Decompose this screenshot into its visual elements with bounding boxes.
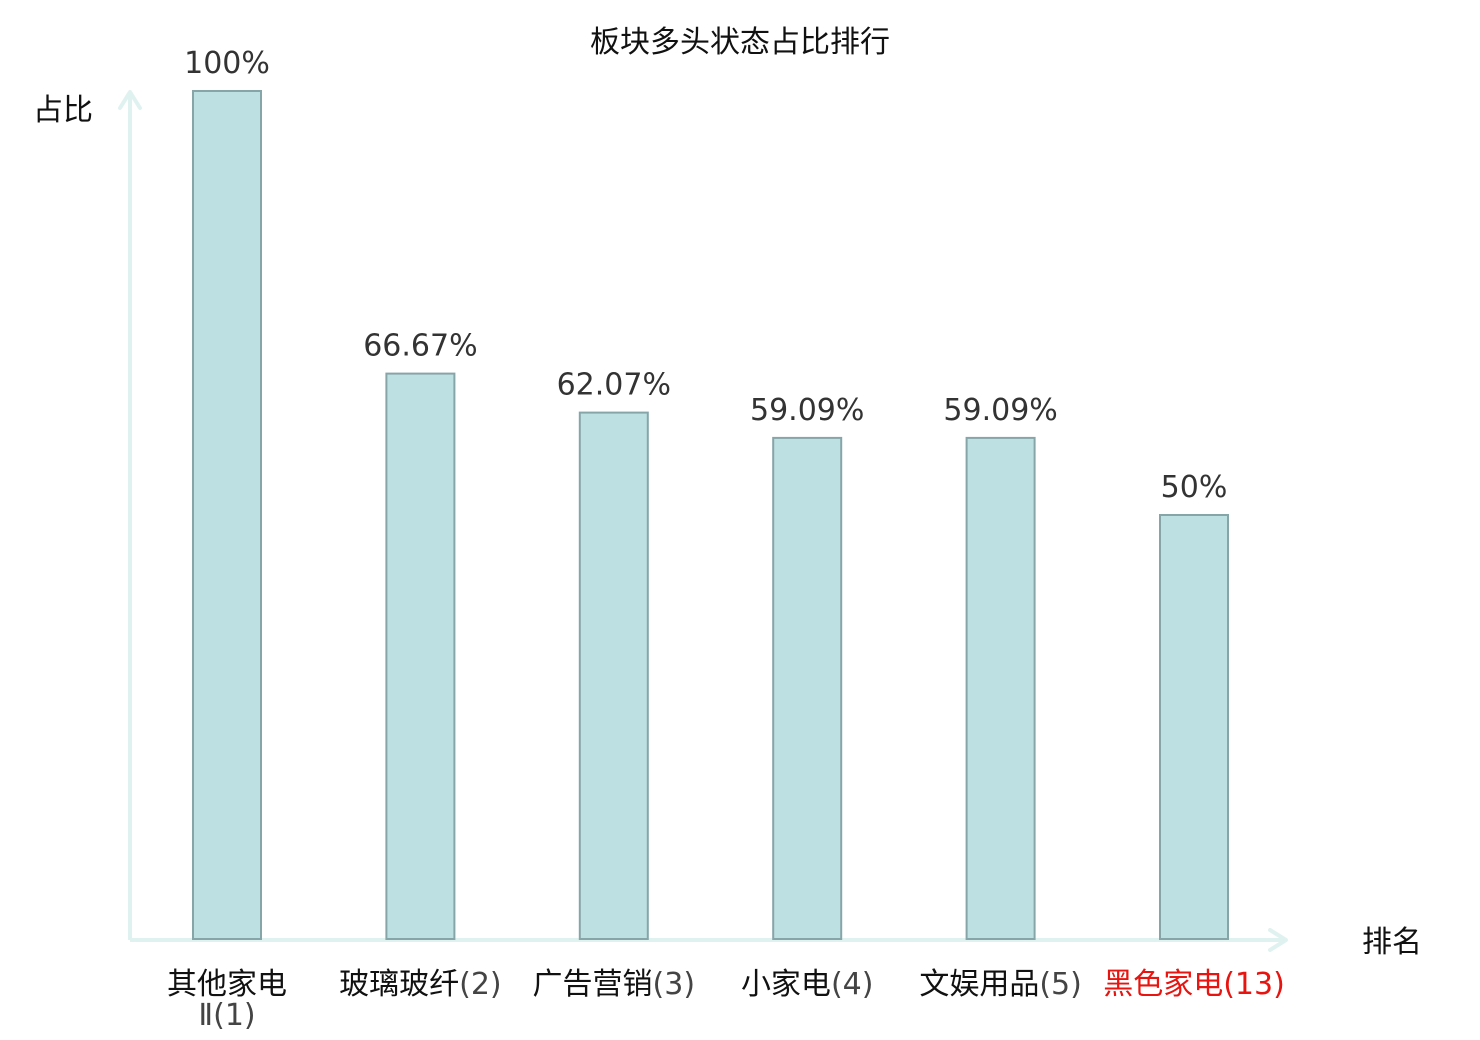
category-name: 文娱用品: [919, 967, 1039, 1002]
bar: [192, 90, 262, 940]
category-label: 其他家电: [167, 967, 287, 1002]
bar: [385, 372, 456, 941]
value-label: 59.09%: [750, 393, 864, 428]
category-rank: (4): [831, 967, 874, 1002]
value-label: 100%: [184, 46, 270, 81]
category-name: 玻璃玻纤: [339, 967, 459, 1002]
y-axis-label: 占比: [33, 93, 93, 128]
category-rank: (2): [459, 967, 502, 1002]
category-label: 文娱用品(5): [919, 967, 1082, 1002]
bar: [1159, 514, 1229, 940]
bar: [578, 411, 649, 941]
category-rank: Ⅱ(1): [198, 998, 255, 1033]
category-label: 玻璃玻纤(2): [339, 967, 502, 1002]
value-label: 66.67%: [363, 329, 477, 364]
axes: [118, 90, 1288, 952]
bar: [772, 436, 843, 940]
value-label: 62.07%: [557, 368, 671, 403]
category-label: 广告营销(3): [533, 967, 696, 1002]
y-axis-arrow: [118, 90, 142, 110]
category-name: 黑色家电: [1103, 967, 1223, 1002]
bars-group: [192, 90, 1229, 941]
category-rank: (5): [1039, 967, 1082, 1002]
value-label: 50%: [1161, 470, 1228, 505]
category-rank: (3): [653, 967, 696, 1002]
value-labels-group: 100% 66.67% 62.07% 59.09% 59.09% 50%: [184, 46, 1227, 505]
category-label: 黑色家电(13): [1103, 967, 1285, 1002]
value-label: 59.09%: [943, 393, 1057, 428]
category-name: 广告营销: [533, 967, 653, 1002]
x-axis-arrow: [1268, 928, 1288, 952]
chart-title: 板块多头状态占比排行: [590, 25, 890, 60]
category-rank: (13): [1223, 967, 1285, 1002]
category-name: 小家电: [741, 967, 831, 1002]
x-axis-label: 排名: [1362, 925, 1422, 960]
bar: [965, 436, 1036, 940]
category-label: 小家电(4): [741, 967, 874, 1002]
